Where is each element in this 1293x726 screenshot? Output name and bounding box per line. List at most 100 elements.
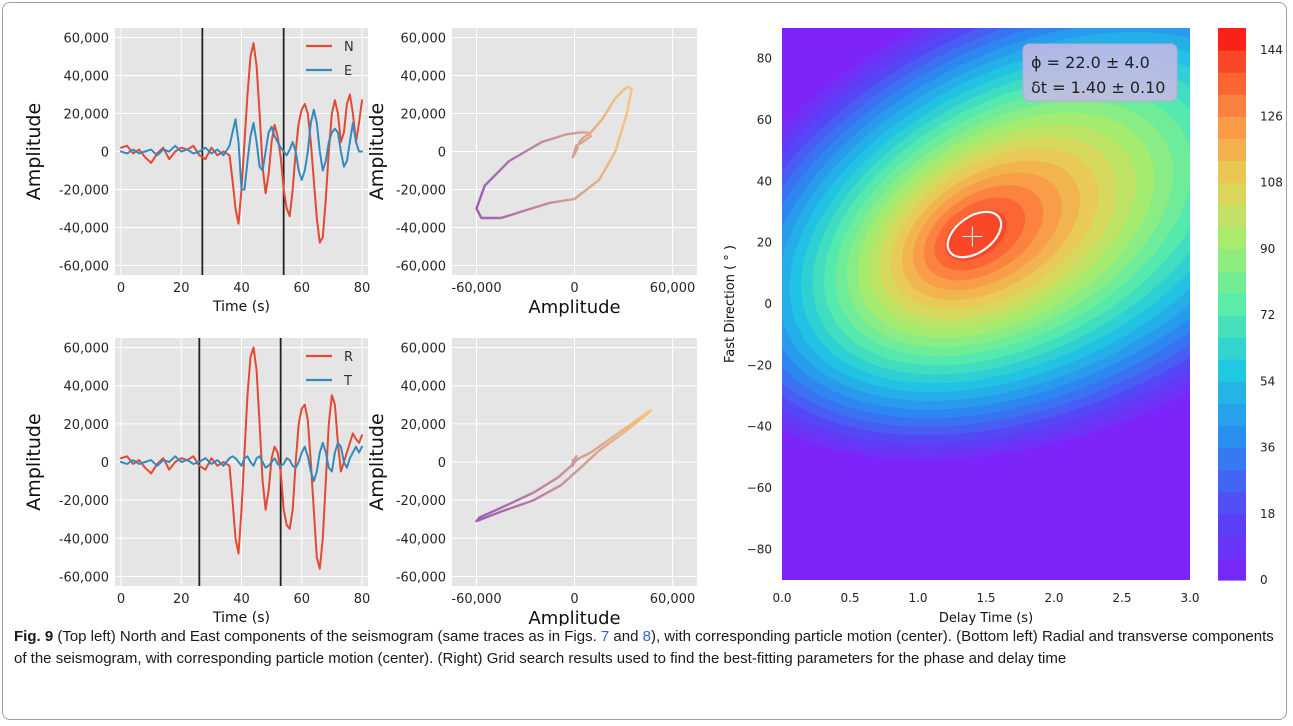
colorbar-band: [1218, 447, 1246, 471]
x-tick-label: 0: [570, 281, 578, 296]
y-tick-label: 40,000: [401, 380, 447, 395]
y-tick-label: -60,000: [396, 260, 446, 275]
x-tick-label: 0: [117, 592, 125, 607]
x-axis-label: Delay Time (s): [939, 611, 1033, 626]
y-tick-label: -20,000: [396, 494, 446, 509]
y-tick-label: -40,000: [396, 532, 446, 547]
legend-label-r: R: [344, 350, 353, 365]
x-tick-label: 40: [233, 281, 250, 296]
colorbar-tick-label: 0: [1260, 573, 1268, 587]
series-line-t: [120, 441, 363, 483]
x-tick-label: 0.5: [840, 591, 859, 605]
y-tick-label: 60,000: [401, 32, 447, 47]
x-tick-label: 1.0: [908, 591, 927, 605]
colorbar-band: [1218, 226, 1246, 250]
series-group: [475, 85, 633, 220]
colorbar-band: [1218, 535, 1246, 559]
caption-and: and: [609, 628, 643, 645]
panel-ne: 0 20 40 60 80 60,000 40,000 20,000 0 -20,000 -40,0…: [23, 28, 370, 315]
x-tick-label: 60: [293, 592, 310, 607]
y-tick-label: 0: [438, 456, 446, 471]
y-tick-label: -60,000: [59, 260, 109, 275]
colorbar-band: [1218, 138, 1246, 162]
colorbar-band: [1218, 557, 1246, 581]
y-tick-label: -40,000: [59, 222, 109, 237]
colorbar-band: [1218, 160, 1246, 184]
y-tick-label: 40: [757, 174, 772, 188]
legend-label-t: T: [343, 374, 352, 389]
y-tick-label: 0: [764, 297, 772, 311]
panel-particle-motion-ne: -60,000 0 60,000 60,000 40,000 20,000 0 -20,000…: [366, 28, 697, 318]
x-tick-label: -60,000: [451, 592, 501, 607]
y-tick-label: 0: [438, 146, 446, 161]
y-tick-label: −40: [747, 420, 772, 434]
colorbar-band: [1218, 248, 1246, 272]
y-tick-label: -20,000: [59, 184, 109, 199]
colorbar-band: [1218, 72, 1246, 95]
x-tick-label: 0: [570, 592, 578, 607]
x-tick-label: 2.0: [1044, 591, 1063, 605]
series-group: [475, 409, 653, 523]
y-tick-label: 0: [101, 146, 109, 161]
x-axis-label: Time (s): [212, 299, 270, 315]
particle-motion-path: [475, 85, 633, 220]
y-tick-label: −20: [747, 358, 772, 372]
y-tick-label: 20: [757, 236, 772, 250]
annotation-box: [1022, 43, 1178, 102]
y-tick-label: -20,000: [59, 494, 109, 509]
y-tick-label: 60: [757, 113, 772, 127]
panel-particle-motion-rt: -60,000 0 60,000 60,000 40,000 20,000 0 -20,000…: [366, 338, 697, 626]
x-tick-label: 0.0: [772, 591, 791, 605]
colorbar-band: [1218, 292, 1246, 316]
colorbar-band: [1218, 491, 1246, 515]
panel-grid-search: 0.0 0.5 1.0 1.5 2.0 2.5 3.0 80 60 40 20 0 −20 −40 −60 −…: [723, 28, 1283, 626]
colorbar-band: [1218, 28, 1246, 51]
colorbar-tick-label: 126: [1260, 109, 1283, 123]
x-tick-label: 1.5: [976, 591, 995, 605]
panel-rt: 0 20 40 60 80 60,000 40,000 20,000 0 -20,000 -40,0…: [23, 338, 370, 626]
y-tick-label: -60,000: [396, 570, 446, 585]
heatmap-contours: [782, 28, 1190, 580]
y-tick-label: 20,000: [401, 418, 447, 433]
colorbar-band: [1218, 381, 1246, 404]
colorbar-band: [1218, 204, 1246, 228]
colorbar-tick-label: 108: [1260, 176, 1283, 190]
colorbar-band: [1218, 94, 1246, 117]
figure-canvas: 0 20 40 60 80 60,000 40,000 20,000 0 -20,000 -40,0…: [23, 28, 1283, 626]
series-line-r: [120, 346, 363, 570]
caption-ref-fig-8[interactable]: 8: [642, 628, 651, 645]
x-tick-label: 3.0: [1180, 591, 1199, 605]
y-tick-label: 0: [101, 456, 109, 471]
colorbar-band: [1218, 270, 1246, 294]
series-group: [120, 338, 363, 586]
y-tick-label: 60,000: [64, 32, 110, 47]
x-tick-label: 60,000: [650, 281, 696, 296]
x-tick-label: 60,000: [650, 592, 696, 607]
x-tick-label: 40: [233, 592, 250, 607]
x-tick-label: 0: [117, 281, 125, 296]
colorbar-band: [1218, 50, 1246, 73]
colorbar-tick-label: 54: [1260, 374, 1275, 388]
annotation-dt: δt = 1.40 ± 0.10: [1031, 78, 1165, 97]
colorbar-band: [1218, 469, 1246, 493]
x-axis-label: Time (s): [212, 610, 270, 626]
caption-ref-fig-7[interactable]: 7: [600, 628, 610, 645]
series-line-e: [120, 108, 363, 191]
y-tick-label: -60,000: [59, 570, 109, 585]
y-tick-label: −80: [747, 542, 772, 556]
annotation-phi: ϕ = 22.0 ± 4.0: [1031, 53, 1150, 72]
y-axis-label: Amplitude: [366, 413, 388, 510]
y-tick-label: 60,000: [401, 342, 447, 357]
figure-caption: Fig. 9 (Top left) North and East compone…: [14, 626, 1276, 670]
y-axis-label: Fast Direction ( ° ): [723, 245, 738, 363]
colorbar-band: [1218, 513, 1246, 537]
y-tick-label: -40,000: [396, 222, 446, 237]
colorbar-tick-label: 18: [1260, 507, 1275, 521]
colorbar-band: [1218, 359, 1246, 382]
colorbar-band: [1218, 425, 1246, 449]
y-tick-label: 80: [757, 52, 772, 66]
x-tick-label: 60: [293, 281, 310, 296]
y-axis-label: Amplitude: [23, 103, 45, 200]
x-axis-label: Amplitude: [528, 297, 620, 318]
